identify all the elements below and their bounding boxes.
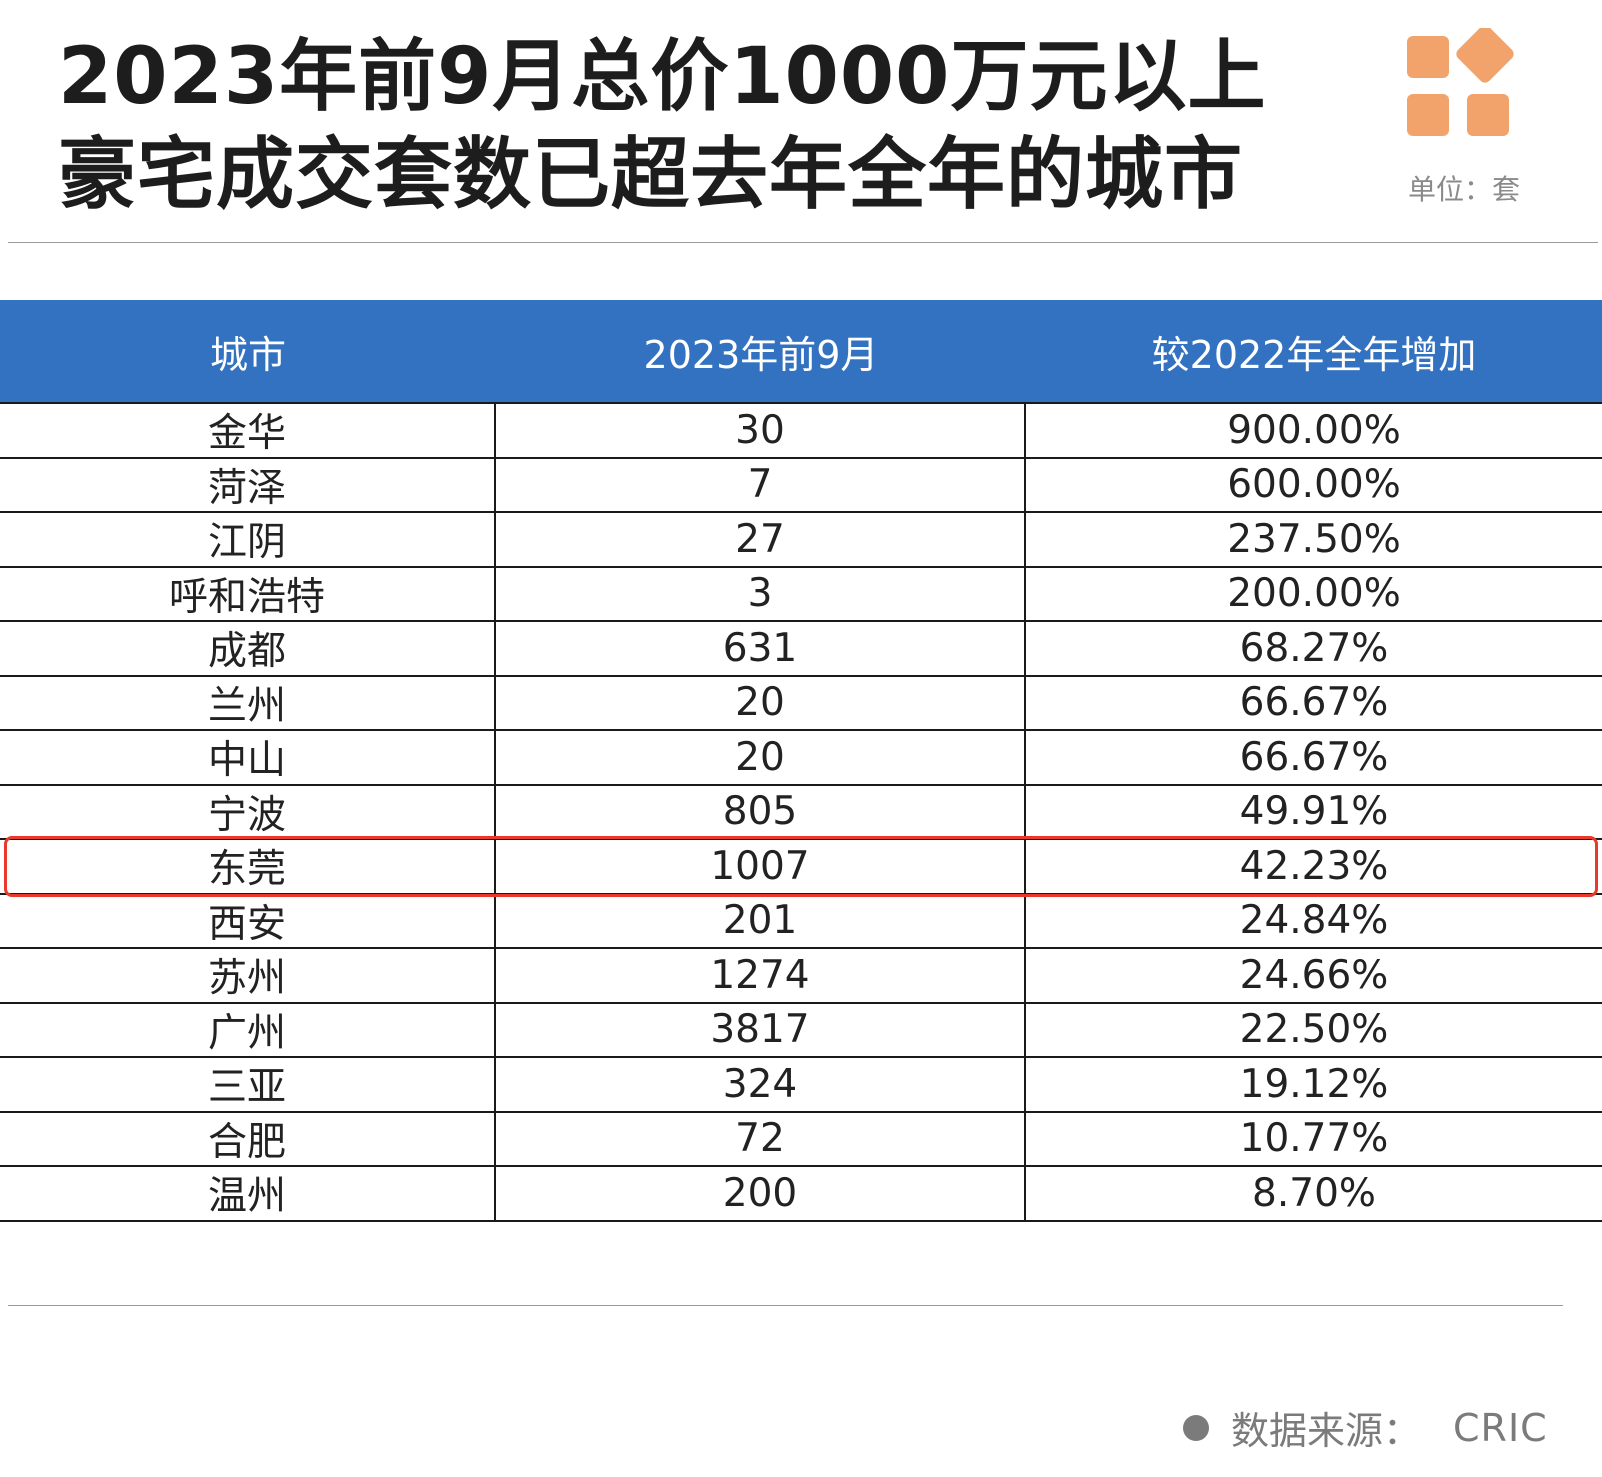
growth-cell: 237.50% (1227, 516, 1401, 562)
title-line-1: 2023年前9月总价1000万元以上 (58, 32, 1267, 122)
table-row: 合肥 72 10.77% (0, 1112, 1602, 1167)
city-cell: 三亚 (0, 1058, 496, 1111)
city-cell: 菏泽 (0, 458, 496, 511)
city-cell: 西安 (0, 894, 496, 947)
table-row: 三亚 324 19.12% (0, 1058, 1602, 1113)
table-row: 中山 20 66.67% (0, 731, 1602, 786)
count-cell: 805 (496, 785, 1026, 838)
source-label: 数据来源： (1231, 1409, 1422, 1453)
count-cell: 1007 (496, 840, 1026, 893)
growth-cell: 66.67% (1239, 680, 1389, 726)
table-row: 广州 3817 22.50% (0, 1003, 1602, 1058)
highlighted-row-outline (4, 836, 1598, 897)
count-cell: 631 (496, 622, 1026, 675)
city-cell: 金华 (0, 404, 496, 457)
city-cell: 温州 (0, 1167, 496, 1220)
chart-title: 2023年前9月总价1000万元以上 豪宅成交套数已超去年全年的城市 (58, 28, 1348, 224)
table-row: 东莞 1007 42.23% (0, 840, 1602, 895)
table-row: 呼和浩特 3 200.00% (0, 567, 1602, 622)
table-row: 兰州 20 66.67% (0, 676, 1602, 731)
top-divider (8, 242, 1598, 243)
table-row: 西安 201 24.84% (0, 894, 1602, 949)
count-cell: 27 (496, 513, 1026, 566)
city-cell: 广州 (0, 1003, 496, 1056)
count-cell: 20 (496, 731, 1026, 784)
table-row: 金华 30 900.00% (0, 402, 1602, 459)
growth-cell: 10.77% (1239, 1116, 1389, 1162)
city-cell: 宁波 (0, 785, 496, 838)
count-cell: 1274 (496, 949, 1026, 1002)
column-header: 2023年前9月 (643, 332, 879, 377)
count-cell: 72 (496, 1112, 1026, 1165)
count-cell: 200 (496, 1167, 1026, 1220)
count-cell: 324 (496, 1058, 1026, 1111)
growth-cell: 19.12% (1239, 1061, 1389, 1107)
count-cell: 3817 (496, 1003, 1026, 1056)
growth-cell: 22.50% (1239, 1007, 1389, 1053)
city-cell: 东莞 (0, 840, 496, 893)
growth-cell: 68.27% (1239, 625, 1389, 671)
count-cell: 20 (496, 676, 1026, 729)
city-cell: 江阴 (0, 513, 496, 566)
bottom-divider (8, 1305, 1563, 1306)
count-cell: 201 (496, 894, 1026, 947)
brand-logo-icon (1407, 28, 1514, 136)
data-table: 城市 2023年前9月 较2022年全年增加 金华 30 900.00% 菏泽 7 600… (0, 300, 1602, 1222)
city-cell: 呼和浩特 (0, 567, 496, 620)
city-cell: 成都 (0, 622, 496, 675)
growth-cell: 42.23% (1239, 843, 1389, 889)
growth-cell: 24.66% (1239, 952, 1389, 998)
growth-cell: 66.67% (1239, 734, 1389, 780)
table-header: 城市 2023年前9月 较2022年全年增加 (0, 300, 1602, 402)
city-cell: 合肥 (0, 1112, 496, 1165)
city-cell: 中山 (0, 731, 496, 784)
table-row: 江阴 27 237.50% (0, 513, 1602, 568)
data-source: 数据来源： CRIC (1183, 1400, 1548, 1455)
count-cell: 3 (496, 567, 1026, 620)
table-row: 成都 631 68.27% (0, 622, 1602, 677)
table-row: 温州 200 8.70% (0, 1167, 1602, 1222)
growth-cell: 600.00% (1227, 462, 1401, 508)
growth-cell: 24.84% (1239, 898, 1389, 944)
table-body: 金华 30 900.00% 菏泽 7 600.00% 江阴 27 237.50% 呼和浩特 3 200… (0, 402, 1602, 1222)
growth-cell: 200.00% (1227, 571, 1401, 617)
column-header: 较2022年全年增加 (1151, 332, 1477, 377)
growth-cell: 900.00% (1227, 407, 1401, 453)
growth-cell: 8.70% (1252, 1170, 1376, 1216)
table-row: 菏泽 7 600.00% (0, 458, 1602, 513)
unit-label: 单位：套 (1408, 173, 1521, 206)
city-cell: 苏州 (0, 949, 496, 1002)
city-cell: 兰州 (0, 676, 496, 729)
title-line-2: 豪宅成交套数已超去年全年的城市 (58, 130, 1244, 220)
table-row: 宁波 805 49.91% (0, 785, 1602, 840)
table-row: 苏州 1274 24.66% (0, 949, 1602, 1004)
growth-cell: 49.91% (1239, 789, 1389, 835)
count-cell: 30 (496, 404, 1026, 457)
column-header: 城市 (209, 332, 286, 377)
bullet-dot-icon (1183, 1414, 1209, 1441)
source-value: CRIC (1453, 1405, 1548, 1450)
count-cell: 7 (496, 458, 1026, 511)
